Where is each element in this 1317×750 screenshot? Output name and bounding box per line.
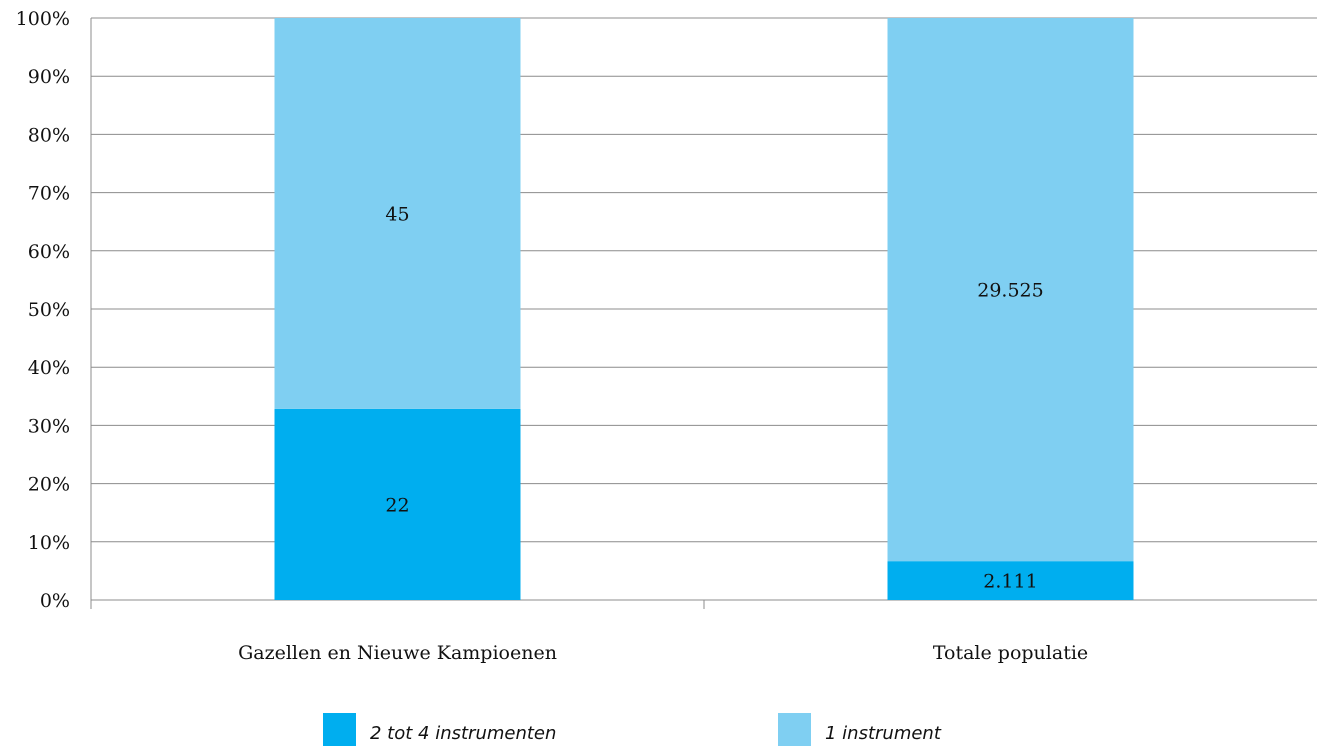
data-label: 29.525 (977, 280, 1043, 302)
legend-swatch (778, 713, 811, 746)
bar-segment (887, 18, 1134, 562)
x-category-label: Totale populatie (933, 642, 1088, 664)
y-tick-label: 100% (16, 8, 70, 30)
bar-segment (274, 18, 521, 409)
y-tick-label: 40% (28, 357, 70, 379)
data-label: 45 (385, 203, 409, 225)
y-tick-label: 30% (28, 415, 70, 437)
y-tick-label: 80% (28, 124, 70, 146)
bar-segment (887, 561, 1134, 600)
legend: 2 tot 4 instrumenten 1 instrument (323, 713, 942, 746)
y-tick-label: 90% (28, 66, 70, 88)
x-category-label: Gazellen en Nieuwe Kampioenen (238, 642, 557, 664)
legend-label: 2 tot 4 instrumenten (370, 723, 556, 744)
axes: 0% 10% 20% 30% 40% 50% 60% 70% 80% 90% 100% Gazelle… (16, 8, 1088, 664)
y-tick-label: 60% (28, 241, 70, 263)
legend-label: 1 instrument (825, 723, 942, 744)
data-label: 22 (385, 494, 409, 516)
data-labels: 22 45 2.111 29.525 (385, 203, 1043, 592)
legend-swatch (323, 713, 356, 746)
data-label: 2.111 (983, 571, 1037, 593)
y-tick-label: 0% (40, 590, 70, 612)
y-tick-label: 10% (28, 532, 70, 554)
y-tick-label: 50% (28, 299, 70, 321)
y-tick-label: 20% (28, 474, 70, 496)
bars (274, 18, 1134, 600)
bar-segment (274, 408, 521, 600)
y-tick-label: 70% (28, 183, 70, 205)
